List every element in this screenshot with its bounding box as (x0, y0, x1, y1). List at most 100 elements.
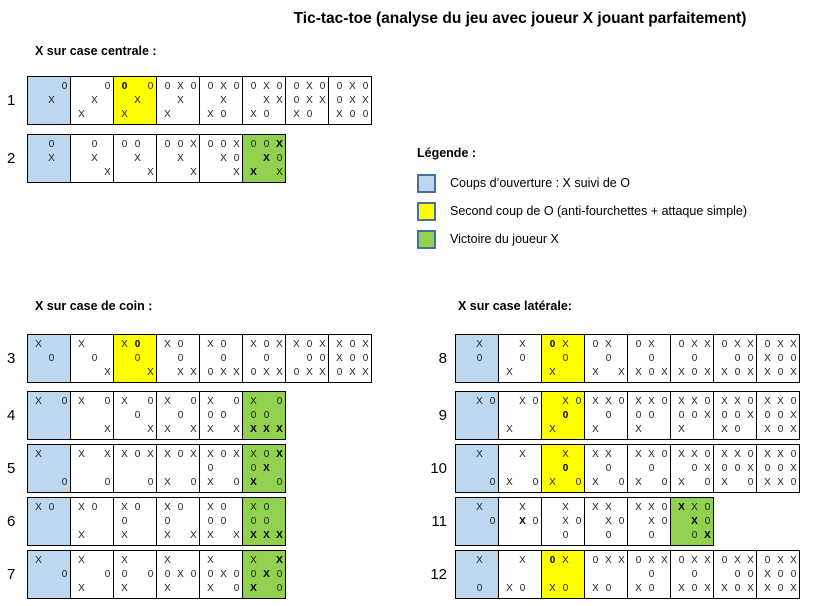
board-cell (473, 423, 486, 437)
board-cell: X (562, 502, 569, 513)
board-cell: X (764, 367, 771, 378)
board-cell (118, 366, 131, 380)
board-cell: X (164, 555, 171, 566)
board-cell: 0 (691, 463, 698, 474)
board-cell: 0 (177, 410, 184, 421)
board-cell: X (678, 396, 685, 407)
board-cell: 0 (349, 109, 356, 120)
board-cell: 0 (263, 139, 270, 150)
board-cell: X (661, 367, 668, 378)
board-cell: 0 (293, 81, 300, 92)
board-cell: 0 (532, 516, 539, 527)
board-cell: 0 (734, 583, 741, 594)
board-cell: 0 (734, 410, 741, 421)
board-cell: X (519, 516, 526, 527)
board-cell (602, 476, 615, 490)
board-cell (174, 554, 187, 568)
board-cell: 0 (489, 477, 496, 488)
board-cell (45, 108, 58, 122)
board-cell (473, 515, 486, 529)
board-cell: 0 (362, 353, 369, 364)
board-cell: X (263, 367, 270, 378)
board-cell: 0 (276, 569, 283, 580)
board-cell: X (276, 167, 283, 178)
board-cell (88, 582, 101, 596)
board-cell (645, 476, 658, 490)
board-cell (546, 568, 559, 582)
board-cell: 0 (721, 339, 728, 350)
board-cell: X (147, 449, 154, 460)
board-cell (75, 166, 88, 180)
game-row-11: 11 X 0 X X 0 X X 0 0 X X X 0 0 X X 0 X 0 0 X X 0 X 0 0 X (420, 496, 714, 547)
board-cell: 0 (220, 502, 227, 513)
board-cell: X (147, 167, 154, 178)
board-cell: 0 (263, 353, 270, 364)
board-cell: X (35, 555, 42, 566)
board-cell: 0 (747, 477, 754, 488)
board-cell: 0 (648, 353, 655, 364)
board-cell (118, 423, 131, 437)
board-cell: 0 (177, 449, 184, 460)
board-cell: X (121, 583, 128, 594)
board-cell: X (549, 477, 556, 488)
board-cell: 0 (704, 502, 711, 513)
board-cell: X (276, 339, 283, 350)
board-cell: 0 (661, 477, 668, 488)
board-cell (75, 80, 88, 94)
board-cell (546, 529, 559, 543)
board-cell (88, 529, 101, 543)
board-cell (247, 94, 260, 108)
board-cell: 0 (276, 81, 283, 92)
board-cell: X (276, 530, 283, 541)
board-cell (131, 462, 144, 476)
board-cell: X (233, 530, 240, 541)
board-cell: 0 (207, 410, 214, 421)
board-cell: 0 (177, 353, 184, 364)
board-cell: X (190, 139, 197, 150)
board-cell: 0 (532, 396, 539, 407)
board-cell (559, 423, 572, 437)
board-cell: X (562, 396, 569, 407)
board-cell: X (233, 449, 240, 460)
board-cell: X (362, 339, 369, 350)
board-cell (161, 152, 174, 166)
board-cell: X (648, 516, 655, 527)
board-cell (131, 395, 144, 409)
board-cell: X (747, 463, 754, 474)
board-cell: 0 (306, 109, 313, 120)
board-cell: 0 (91, 502, 98, 513)
board-cell: X (592, 424, 599, 435)
board-cell (559, 476, 572, 490)
board-cell: 0 (605, 583, 612, 594)
board-cell: 0 (661, 396, 668, 407)
board-cell: X (250, 555, 257, 566)
board-cell: X (233, 139, 240, 150)
board-cell (32, 352, 45, 366)
board-cell: X (121, 449, 128, 460)
board-cell: X (306, 367, 313, 378)
board-cell (247, 152, 260, 166)
board-cell (632, 515, 645, 529)
board-cell: 0 (605, 463, 612, 474)
board-cell: X (704, 463, 711, 474)
legend-heading: Légende : (417, 146, 477, 160)
board-cell (75, 423, 88, 437)
board-cell: X (207, 477, 214, 488)
board-cell: X (207, 583, 214, 594)
board-cell (174, 108, 187, 122)
board-cell: 0 (190, 81, 197, 92)
row-number: 4 (7, 407, 16, 424)
